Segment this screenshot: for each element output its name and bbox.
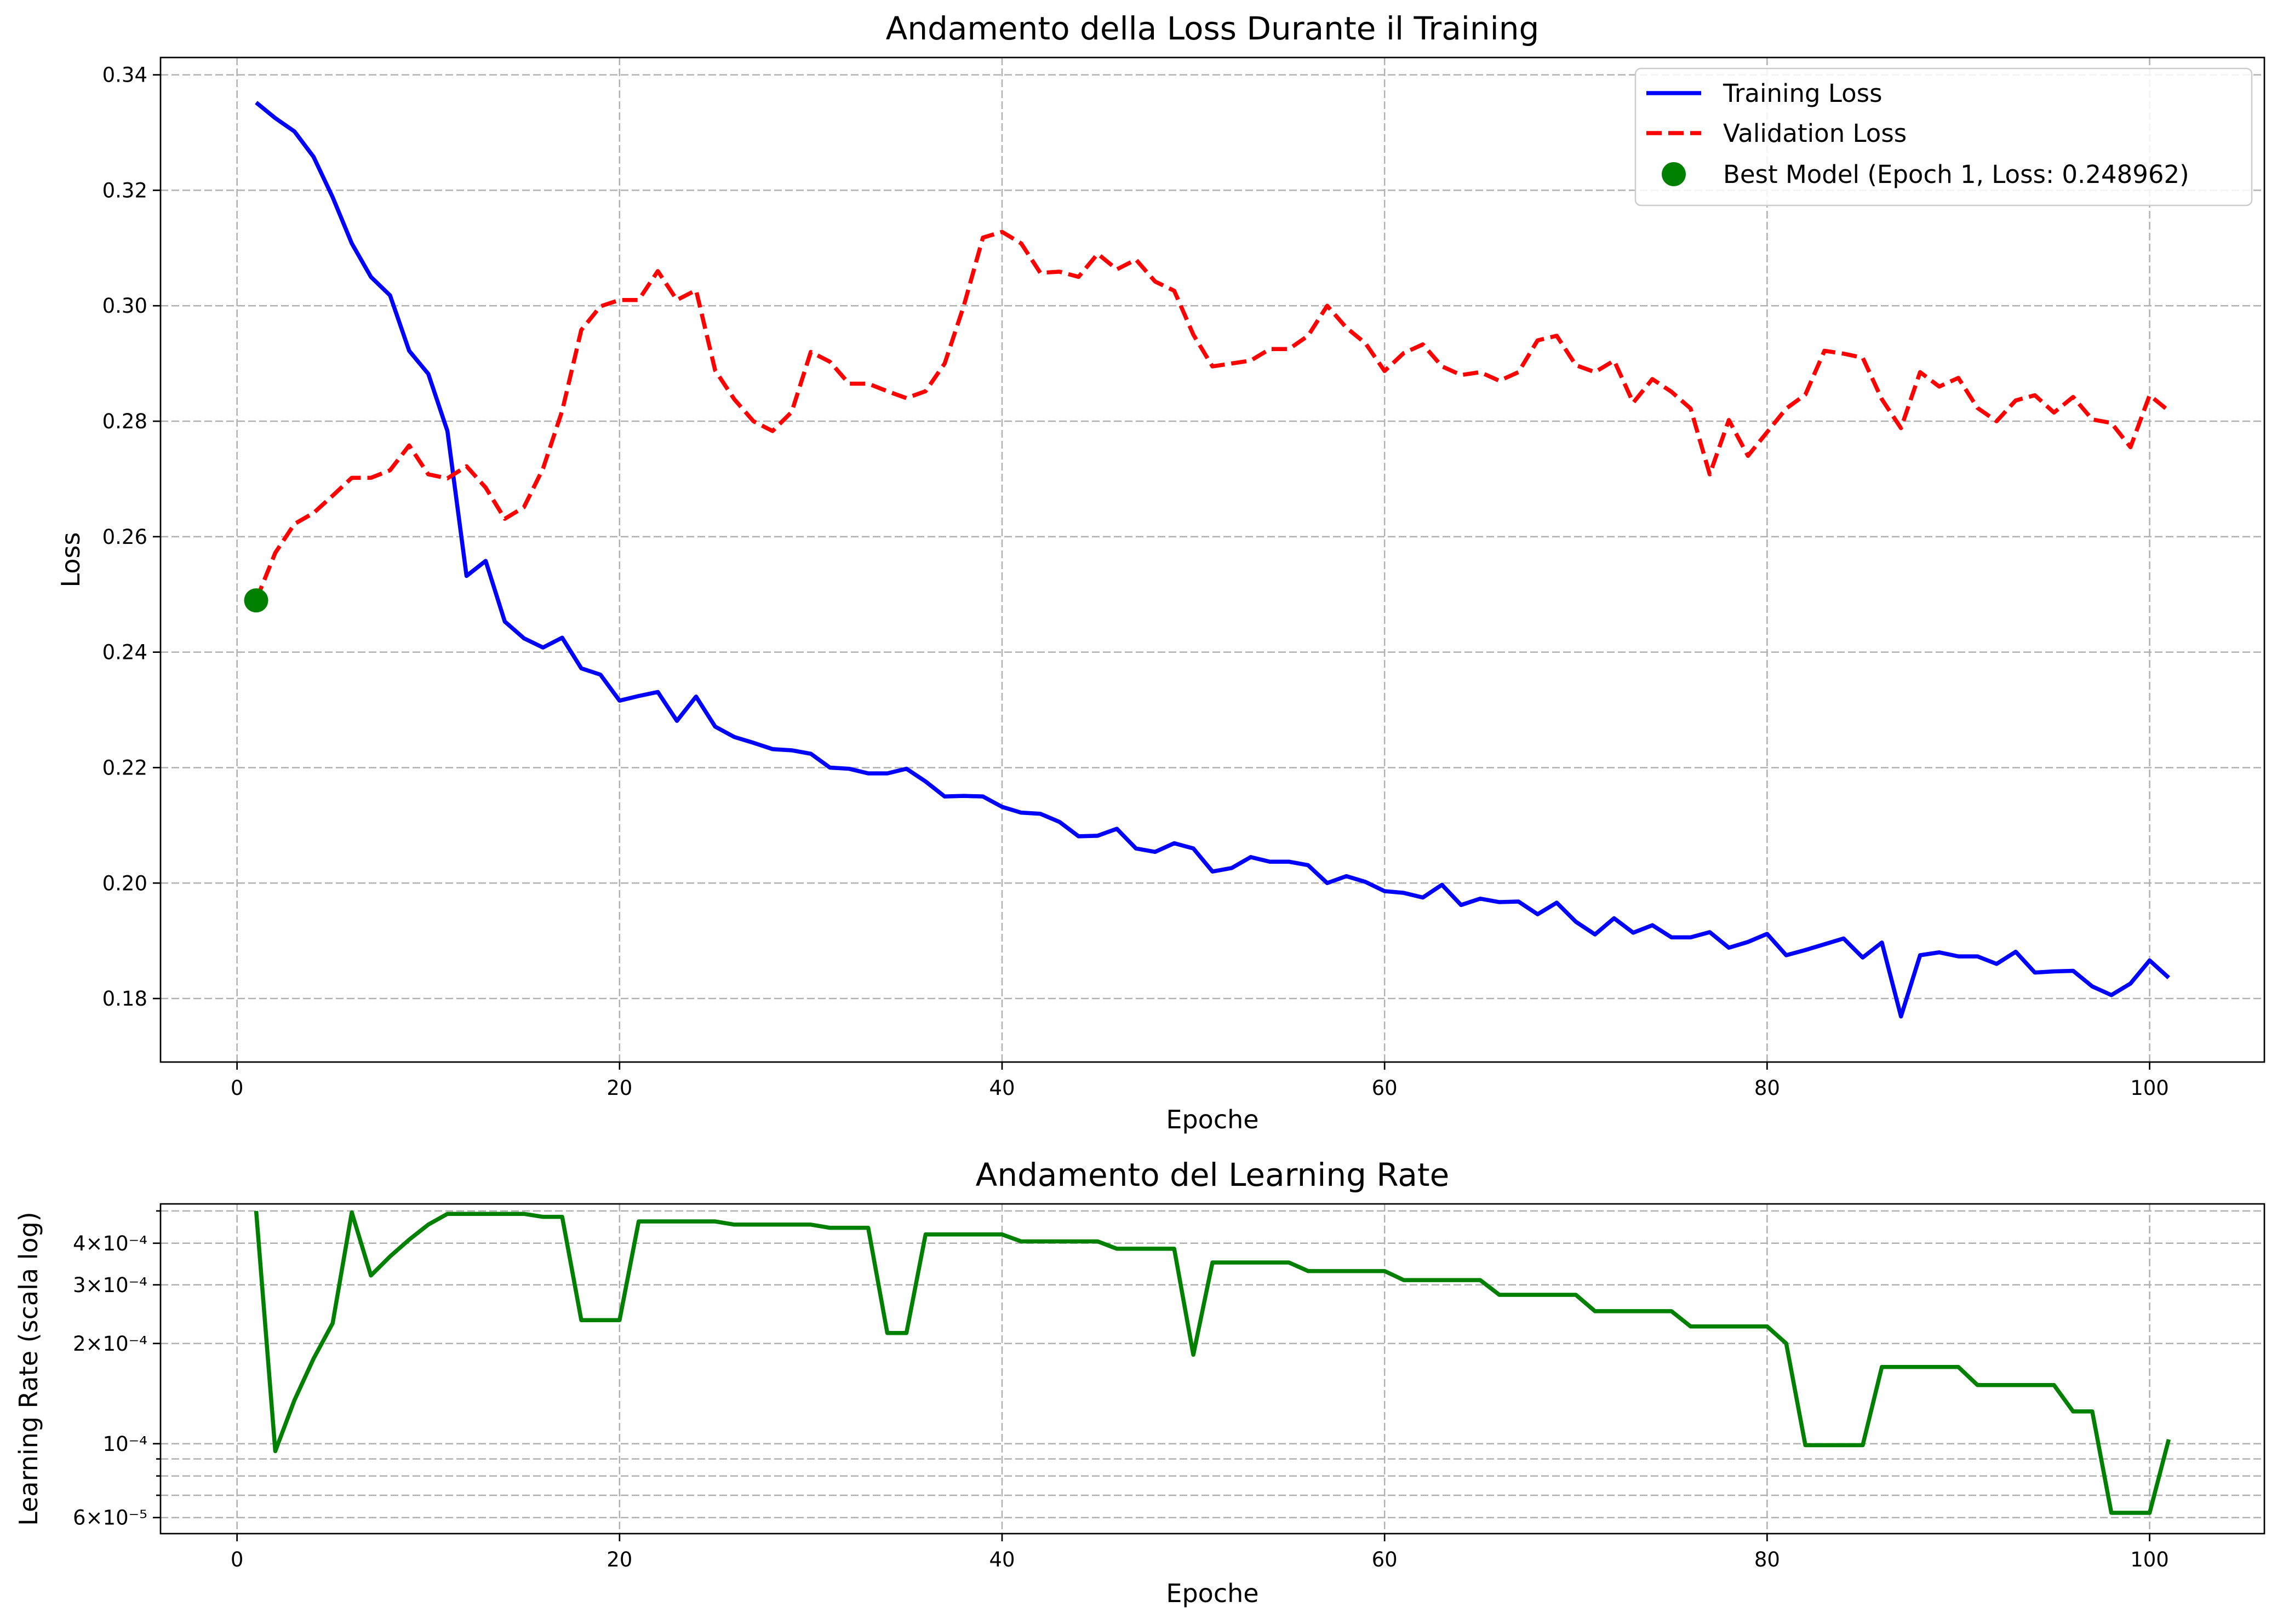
loss-y-tick-label: 0.20 (102, 871, 147, 895)
loss-gridlines (161, 58, 2264, 1062)
loss-panel: Andamento della Loss Durante il Training… (56, 10, 2265, 1134)
loss-plot-frame (159, 56, 2265, 1063)
loss-x-axis-ticks: 0 20 40 60 80 100 (231, 1062, 2169, 1100)
lr-series-layer (254, 1210, 2171, 1515)
legend-label-training-loss: Training Loss (1723, 79, 1883, 108)
loss-series-validation-loss-line (254, 229, 2170, 601)
lr-y-axis-label: Learning Rate (scala log) (14, 1212, 43, 1525)
loss-y-tick-label: 0.24 (102, 641, 147, 664)
lr-x-tick-label: 0 (231, 1548, 244, 1571)
lr-y-tick-label: 4×10⁻⁴ (73, 1232, 147, 1255)
lr-x-tick-label: 20 (606, 1548, 632, 1571)
loss-chart-title: Andamento della Loss Durante il Training (886, 10, 1540, 47)
lr-y-axis-ticks: 6×10⁻⁵ 10⁻⁴ 2×10⁻⁴ 3×10⁻⁴ 4×10⁻⁴ (73, 1210, 161, 1530)
loss-x-tick-label: 100 (2130, 1076, 2169, 1100)
loss-y-tick-label: 0.32 (102, 179, 147, 202)
learning-rate-panel: Andamento del Learning Rate 0 20 40 60 80 100… (14, 1156, 2265, 1608)
lr-plot-frame (159, 1203, 2265, 1535)
lr-y-tick-label: 10⁻⁴ (103, 1432, 147, 1456)
legend-marker-best-model (1662, 162, 1686, 186)
lr-x-tick-label: 100 (2130, 1548, 2169, 1571)
lr-x-axis-ticks: 0 20 40 60 80 100 (231, 1534, 2169, 1571)
loss-x-axis-label: Epoche (1166, 1105, 1258, 1134)
lr-y-tick-label: 2×10⁻⁴ (73, 1332, 147, 1356)
loss-x-tick-label: 40 (989, 1076, 1015, 1100)
loss-y-tick-label: 0.34 (102, 64, 147, 87)
loss-y-axis-label: Loss (56, 532, 85, 588)
lr-gridlines (161, 1204, 2264, 1534)
loss-y-tick-label: 0.28 (102, 410, 147, 433)
lr-y-tick-label: 3×10⁻⁴ (73, 1273, 147, 1297)
loss-legend: Training Loss Validation Loss Best Model… (1634, 67, 2253, 206)
loss-x-tick-label: 80 (1754, 1076, 1780, 1100)
legend-box (1634, 67, 2253, 206)
loss-y-axis-ticks: 0.18 0.20 0.22 0.24 0.26 0.28 0.30 0.32 0.34 (102, 64, 161, 1011)
lr-series-line-line (254, 1210, 2171, 1515)
legend-label-validation-loss: Validation Loss (1723, 119, 1907, 148)
lr-y-tick-label: 6×10⁻⁵ (73, 1506, 147, 1530)
lr-x-axis-label: Epoche (1166, 1579, 1258, 1608)
loss-y-tick-label: 0.30 (102, 294, 147, 318)
loss-x-tick-label: 60 (1372, 1076, 1398, 1100)
legend-label-best-model: Best Model (Epoch 1, Loss: 0.248962) (1723, 160, 2189, 189)
loss-series-training-loss-line (255, 101, 2170, 1019)
lr-x-tick-label: 40 (989, 1548, 1015, 1571)
loss-y-tick-label: 0.26 (102, 525, 147, 549)
lr-x-tick-label: 60 (1372, 1548, 1398, 1571)
loss-series-layer (244, 101, 2170, 1019)
lr-chart-title: Andamento del Learning Rate (976, 1156, 1450, 1193)
lr-x-tick-label: 80 (1754, 1548, 1780, 1571)
loss-y-tick-label: 0.18 (102, 987, 147, 1011)
loss-x-tick-label: 0 (231, 1076, 244, 1100)
loss-x-tick-label: 20 (606, 1076, 632, 1100)
loss-best-model-marker (244, 588, 268, 613)
loss-y-tick-label: 0.22 (102, 756, 147, 779)
